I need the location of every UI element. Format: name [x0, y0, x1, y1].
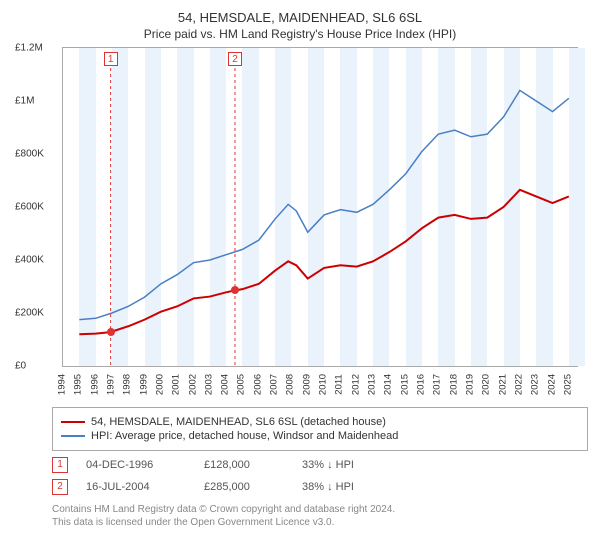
footer-line-1: Contains HM Land Registry data © Crown c… [52, 503, 588, 516]
x-axis-label: 1998 [122, 374, 133, 395]
x-axis-label: 1996 [89, 374, 100, 395]
x-axis-label: 2015 [399, 374, 410, 395]
x-axis-label: 1997 [105, 374, 116, 395]
x-axis-label: 1995 [73, 374, 84, 395]
series-line [79, 90, 569, 319]
x-axis-label: 2011 [334, 374, 345, 394]
x-axis-label: 1999 [138, 374, 149, 395]
chart-subtitle: Price paid vs. HM Land Registry's House … [12, 27, 588, 41]
x-axis-label: 2014 [383, 374, 394, 395]
x-axis-label: 2019 [464, 374, 475, 395]
legend: 54, HEMSDALE, MAIDENHEAD, SL6 6SL (detac… [52, 407, 588, 451]
legend-label-prop: 54, HEMSDALE, MAIDENHEAD, SL6 6SL (detac… [91, 416, 386, 428]
transaction-badge: 2 [52, 479, 68, 495]
x-axis-label: 2023 [530, 374, 541, 395]
transaction-badge: 1 [52, 457, 68, 473]
x-axis-label: 1994 [57, 374, 68, 395]
x-axis-label: 2001 [171, 374, 182, 395]
price-marker-flag: 1 [104, 52, 118, 66]
x-axis-label: 2017 [432, 374, 443, 395]
transaction-date: 16-JUL-2004 [86, 481, 186, 493]
price-marker-flag: 2 [228, 52, 242, 66]
x-axis-label: 2005 [236, 374, 247, 395]
transaction-delta: 38% ↓ HPI [302, 481, 354, 493]
y-axis-label: £400K [15, 255, 44, 266]
y-axis-label: £1.2M [15, 43, 43, 54]
x-axis-label: 2010 [318, 374, 329, 395]
chart-title: 54, HEMSDALE, MAIDENHEAD, SL6 6SL [12, 10, 588, 25]
x-axis-label: 2006 [252, 374, 263, 395]
transaction-price: £285,000 [204, 481, 284, 493]
y-axis-label: £1M [15, 96, 34, 107]
x-axis-label: 2016 [415, 374, 426, 395]
legend-label-hpi: HPI: Average price, detached house, Wind… [91, 430, 398, 442]
y-axis-label: £0 [15, 361, 26, 372]
x-axis-label: 2020 [481, 374, 492, 395]
x-axis-label: 2012 [350, 374, 361, 395]
x-axis-label: 2009 [301, 374, 312, 395]
transaction-row: 1 04-DEC-1996 £128,000 33% ↓ HPI [52, 457, 588, 473]
price-marker-dot [231, 286, 239, 294]
transaction-price: £128,000 [204, 459, 284, 471]
x-axis-label: 2008 [285, 374, 296, 395]
x-axis-label: 2024 [546, 374, 557, 395]
x-axis-label: 2003 [203, 374, 214, 395]
x-axis-label: 2000 [154, 374, 165, 395]
x-axis-label: 2007 [269, 374, 280, 395]
legend-swatch-hpi [61, 435, 85, 437]
x-axis-label: 2025 [562, 374, 573, 395]
footer-attr: Contains HM Land Registry data © Crown c… [52, 503, 588, 529]
x-axis-label: 2022 [513, 374, 524, 395]
chart-area: £0£200K£400K£600K£800K£1M£1.2M12 1994199… [62, 47, 578, 397]
transaction-row: 2 16-JUL-2004 £285,000 38% ↓ HPI [52, 479, 588, 495]
footer-line-2: This data is licensed under the Open Gov… [52, 516, 588, 529]
x-axis-label: 2018 [448, 374, 459, 395]
transaction-delta: 33% ↓ HPI [302, 459, 354, 471]
x-axis-label: 2021 [497, 374, 508, 395]
y-axis-label: £800K [15, 149, 44, 160]
series-line [79, 190, 569, 334]
x-axis-label: 2002 [187, 374, 198, 395]
y-axis-label: £200K [15, 308, 44, 319]
price-marker-dot [107, 328, 115, 336]
x-axis-label: 2013 [367, 374, 378, 395]
x-axis-label: 2004 [220, 374, 231, 395]
transaction-date: 04-DEC-1996 [86, 459, 186, 471]
y-axis-label: £600K [15, 202, 44, 213]
legend-swatch-prop [61, 421, 85, 423]
